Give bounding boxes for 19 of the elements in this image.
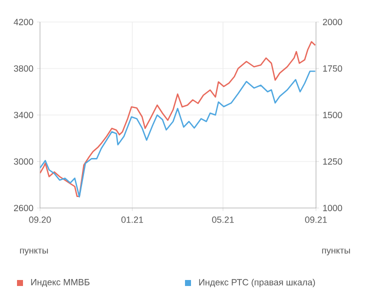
y-tick-label: 3000	[14, 158, 34, 165]
y-tick-label: 2600	[14, 204, 34, 212]
x-tick-label: 09.21	[305, 216, 327, 223]
y-axis-title: пункты	[20, 248, 48, 256]
y-tick-label: 3400	[14, 112, 34, 118]
y2-tick-label: 2000	[322, 18, 342, 26]
line-series	[40, 70, 316, 198]
x-tick-label: 05.21	[212, 216, 234, 223]
x-tick-label: 09.20	[29, 216, 51, 223]
y-tick-label: 4200	[14, 18, 34, 26]
y2-tick-label: 1750	[323, 65, 342, 72]
legend-label: Индекс ММВБ	[31, 279, 90, 287]
y-tick-label: 3800	[14, 65, 34, 72]
y2-tick-label: 1250	[323, 158, 342, 165]
y2-axis-title: пункты	[322, 248, 350, 256]
legend-label: Индекс РТС (правая шкала)	[199, 278, 315, 288]
y2-tick-label: 1000	[323, 204, 342, 212]
y2-tick-label: 1500	[323, 112, 342, 118]
x-tick-label: 01.21	[121, 216, 144, 223]
